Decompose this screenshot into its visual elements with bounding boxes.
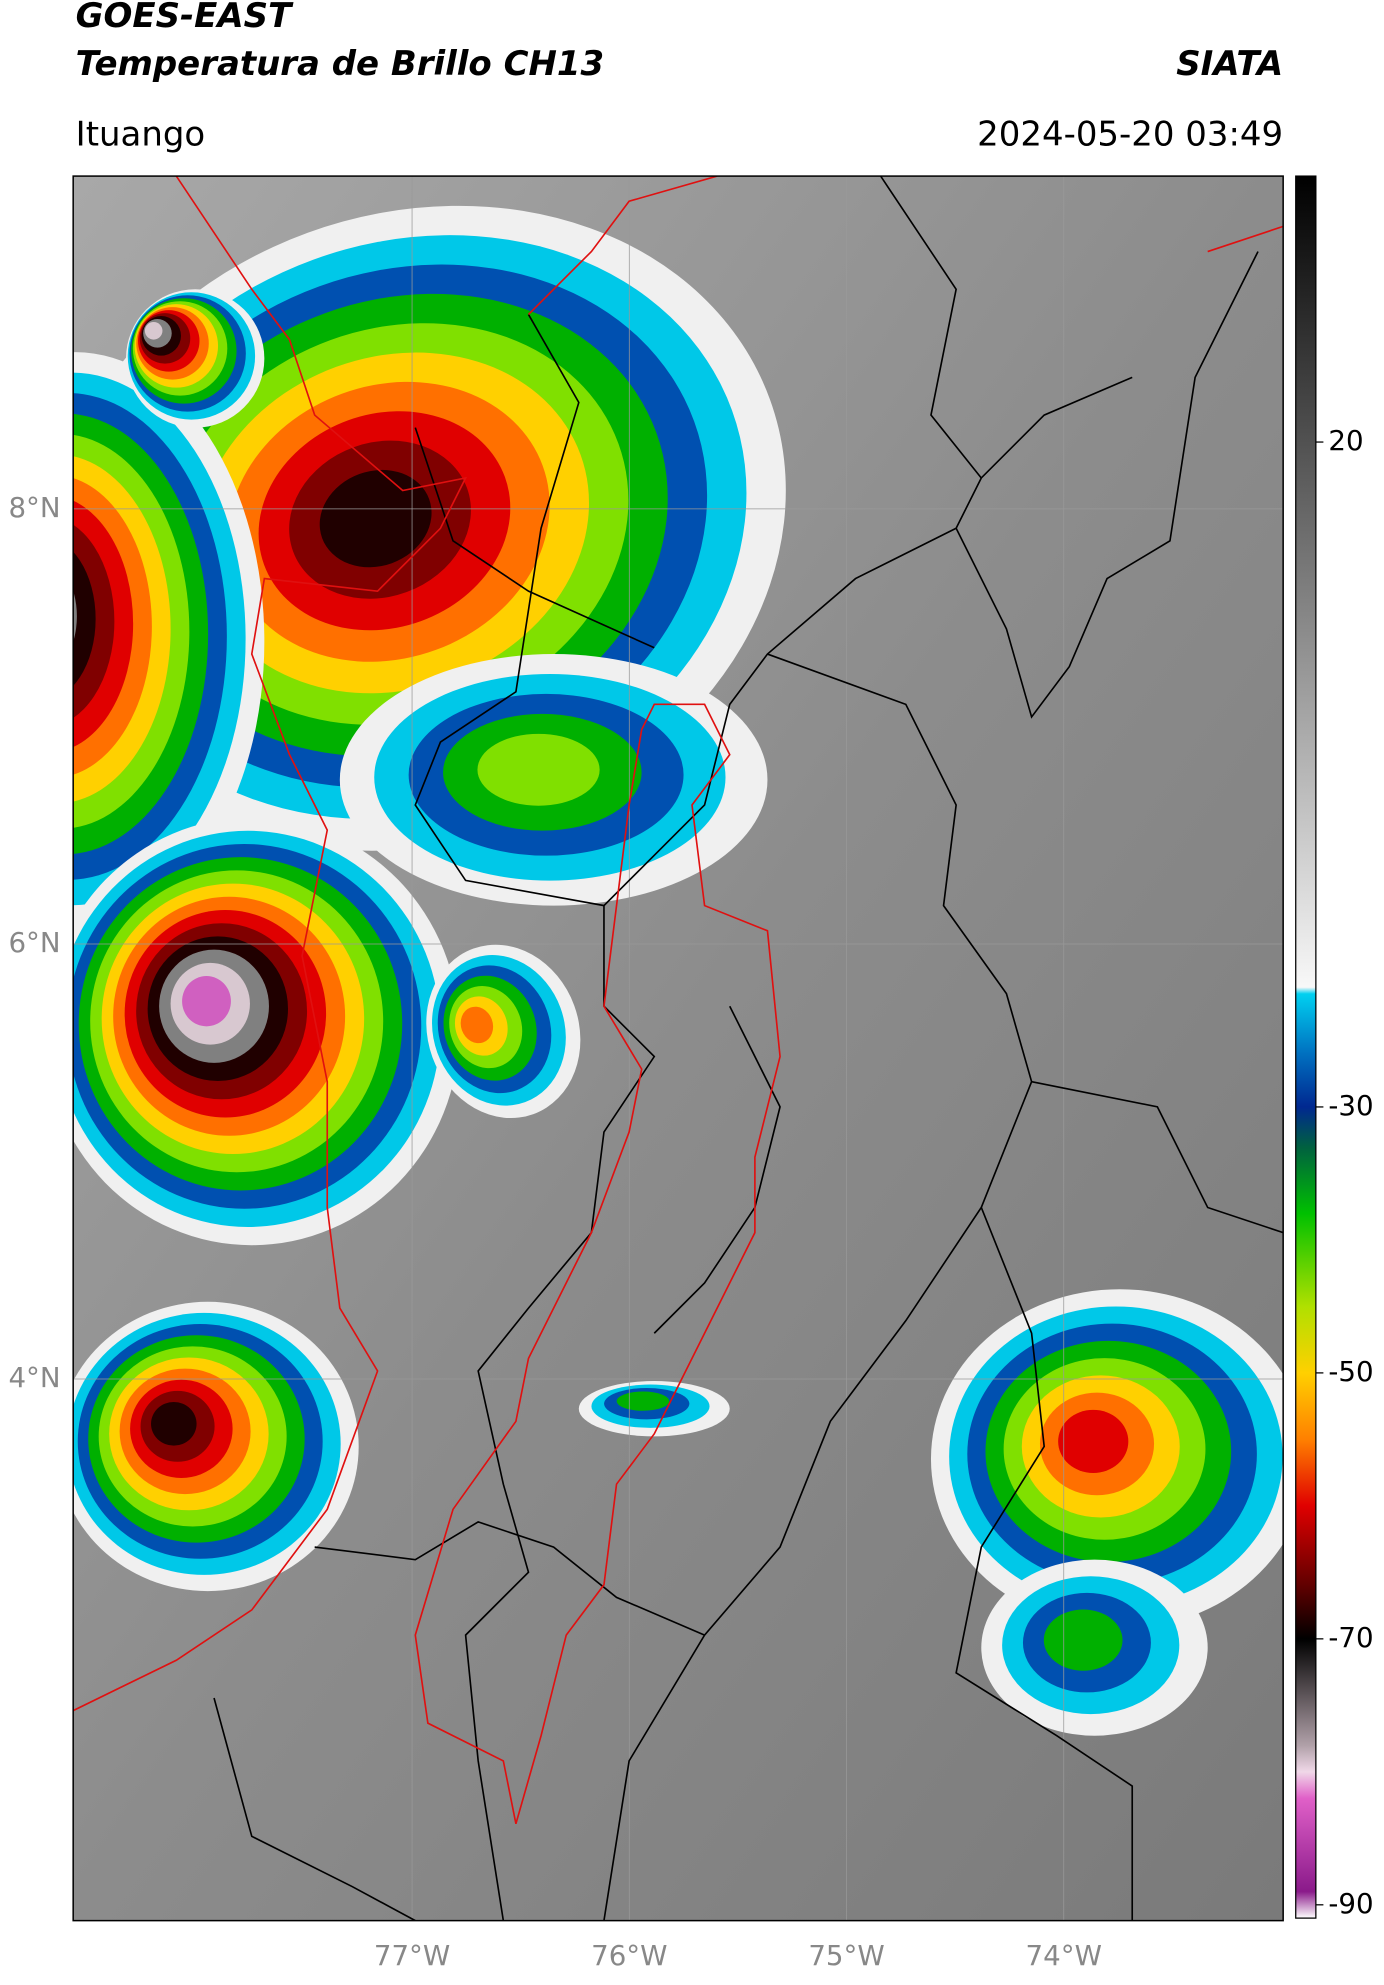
- x-tick-label: 76°W: [591, 1939, 667, 1972]
- colorbar-tick-label: -90: [1328, 1887, 1373, 1920]
- brand: SIATA: [1176, 44, 1283, 84]
- colorbar-tick-label: -30: [1328, 1089, 1373, 1122]
- colorbar-tick-label: -70: [1328, 1621, 1373, 1654]
- colorbar-tick-label: -50: [1328, 1355, 1373, 1388]
- cloud-field: [73, 205, 1284, 1736]
- map-frame: [72, 175, 1284, 1922]
- colorbar: 20 -30 -50 -70 -90: [1295, 175, 1374, 1920]
- grid: [73, 176, 1284, 1921]
- map: [73, 176, 1284, 1921]
- borders: [213, 176, 1284, 1921]
- axes: 77°W 76°W 75°W 74°W 8°N 6°N 4°N: [8, 491, 1101, 1972]
- colorbar-tick-label: 20: [1328, 424, 1363, 457]
- x-tick-label: 75°W: [808, 1939, 884, 1972]
- x-tick-label: 77°W: [374, 1939, 450, 1972]
- boundaries-red: [73, 176, 1284, 1825]
- region: Ituango: [76, 114, 206, 154]
- title-product: Temperatura de Brillo CH13: [76, 44, 604, 84]
- y-tick-label: 8°N: [8, 491, 60, 524]
- title-satellite: GOES-EAST: [76, 0, 294, 36]
- x-tick-label: 74°W: [1026, 1939, 1102, 1972]
- colorbar-scale: [1295, 175, 1317, 1919]
- y-tick-label: 6°N: [8, 926, 60, 959]
- datetime: 2024-05-20 03:49: [977, 114, 1283, 154]
- y-tick-label: 4°N: [8, 1361, 60, 1394]
